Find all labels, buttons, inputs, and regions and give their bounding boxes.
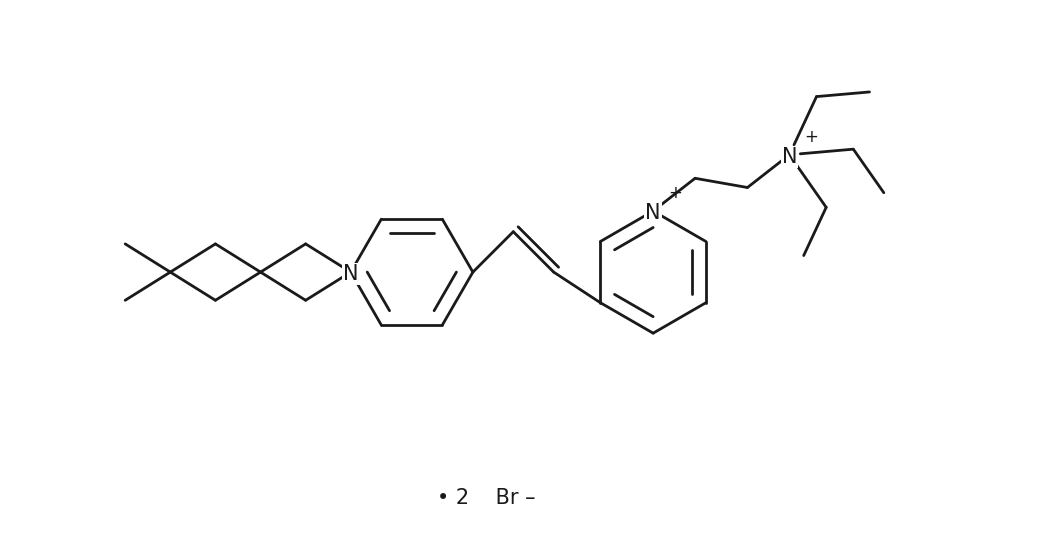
Text: +: + <box>804 128 817 146</box>
Text: • 2    Br –: • 2 Br – <box>437 488 536 508</box>
Text: N: N <box>781 146 797 167</box>
Text: +: + <box>668 184 681 202</box>
Text: N: N <box>645 203 661 223</box>
Text: N: N <box>343 264 358 284</box>
